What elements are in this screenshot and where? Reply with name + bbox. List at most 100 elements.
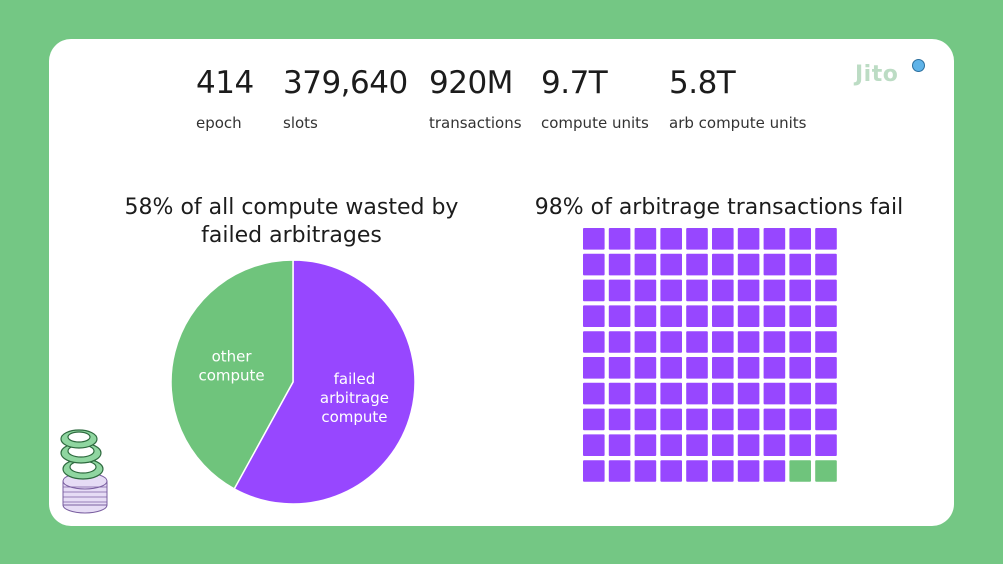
waffle-cell-failed [634, 460, 657, 482]
waffle-cell-failed [789, 305, 811, 327]
waffle-cell-failed [712, 253, 734, 276]
waffle-cell-failed [763, 382, 786, 405]
pie-slice-label: failed arbitrage compute [320, 370, 389, 426]
waffle-cell-failed [815, 357, 837, 379]
waffle-cell-failed [686, 357, 708, 379]
waffle-cell-failed [737, 460, 760, 482]
waffle-cell-failed [763, 279, 786, 302]
waffle-cell-failed [789, 279, 811, 302]
waffle-cell-failed [737, 434, 760, 456]
waffle-cell-failed [583, 331, 605, 353]
waffle-cell-failed [583, 228, 605, 250]
waffle-cell-success [815, 460, 837, 482]
pie-chart-title: 58% of all compute wasted by failed arbi… [119, 194, 464, 250]
infographic-card: 414 epoch 379,640 slots 920M transaction… [49, 39, 954, 526]
stat-label: compute units [541, 114, 649, 132]
waffle-cell-failed [608, 382, 631, 405]
waffle-cell-failed [712, 460, 734, 482]
waffle-cell-failed [737, 357, 760, 379]
waffle-cell-failed [634, 382, 657, 405]
waffle-cell-failed [660, 305, 682, 327]
waffle-cell-failed [815, 382, 837, 405]
stat-label: slots [283, 114, 318, 132]
pie-title-line-2: failed arbitrages [201, 223, 382, 248]
coin-stack-icon [60, 429, 108, 514]
waffle-cell-failed [815, 279, 837, 302]
waffle-cell-failed [686, 305, 708, 327]
waffle-cell-failed [789, 434, 811, 456]
waffle-cell-failed [583, 434, 605, 456]
waffle-cell-failed [686, 460, 708, 482]
waffle-cell-failed [686, 253, 708, 276]
waffle-cell-failed [583, 279, 605, 302]
waffle-cell-failed [634, 305, 657, 327]
stat-compute-units: 9.7T compute units [541, 65, 649, 132]
stat-value: 379,640 [283, 65, 408, 101]
waffle-cell-failed [712, 331, 734, 353]
waffle-cell-failed [583, 408, 605, 431]
waffle-cell-failed [712, 382, 734, 405]
waffle-cell-failed [686, 279, 708, 302]
waffle-cell-failed [660, 357, 682, 379]
waffle-cell-failed [686, 408, 708, 431]
pie-slice-label: other compute [198, 348, 264, 385]
waffle-cell-failed [789, 228, 811, 250]
waffle-cell-failed [737, 408, 760, 431]
waffle-cell-failed [789, 357, 811, 379]
pie-chart: failed arbitrage compute other compute [170, 259, 416, 505]
waffle-cell-failed [712, 434, 734, 456]
waffle-cell-failed [686, 382, 708, 405]
waffle-cell-failed [737, 305, 760, 327]
waffle-cell-failed [789, 408, 811, 431]
waffle-cell-failed [686, 434, 708, 456]
pie-slice [233, 259, 416, 505]
waffle-cell-failed [660, 382, 682, 405]
waffle-cell-failed [634, 253, 657, 276]
waffle-cell-failed [608, 279, 631, 302]
waffle-cell-failed [660, 331, 682, 353]
waffle-cell-failed [763, 357, 786, 379]
waffle-cell-failed [634, 331, 657, 353]
waffle-cell-failed [634, 228, 657, 250]
waffle-cell-failed [712, 357, 734, 379]
stat-label: epoch [196, 114, 242, 132]
waffle-cell-failed [583, 305, 605, 327]
waffle-cell-failed [789, 331, 811, 353]
stat-value: 920M [429, 65, 513, 101]
waffle-cell-success [789, 460, 811, 482]
waffle-cell-failed [763, 460, 786, 482]
logo-dot-icon [912, 59, 925, 72]
waffle-cell-failed [608, 253, 631, 276]
waffle-cell-failed [763, 305, 786, 327]
waffle-cell-failed [608, 460, 631, 482]
waffle-cell-failed [789, 253, 811, 276]
jito-logo: Jito [855, 62, 899, 87]
waffle-cell-failed [815, 228, 837, 250]
stat-value: 9.7T [541, 65, 608, 101]
waffle-cell-failed [737, 228, 760, 250]
waffle-cell-failed [763, 331, 786, 353]
stat-value: 5.8T [669, 65, 736, 101]
waffle-cell-failed [660, 279, 682, 302]
waffle-cell-failed [789, 382, 811, 405]
stat-label: arb compute units [669, 114, 807, 132]
waffle-cell-failed [815, 331, 837, 353]
waffle-cell-failed [583, 382, 605, 405]
waffle-cell-failed [737, 331, 760, 353]
waffle-cell-failed [815, 408, 837, 431]
waffle-cell-failed [660, 434, 682, 456]
waffle-cell-failed [686, 228, 708, 250]
waffle-cell-failed [712, 279, 734, 302]
waffle-cell-failed [660, 253, 682, 276]
waffle-cell-failed [583, 253, 605, 276]
waffle-cell-failed [815, 434, 837, 456]
waffle-cell-failed [583, 357, 605, 379]
waffle-cell-failed [712, 408, 734, 431]
waffle-cell-failed [815, 253, 837, 276]
waffle-cell-failed [686, 331, 708, 353]
waffle-cell-failed [608, 408, 631, 431]
waffle-cell-failed [583, 460, 605, 482]
waffle-cell-failed [608, 434, 631, 456]
waffle-cell-failed [608, 305, 631, 327]
waffle-cell-failed [660, 460, 682, 482]
